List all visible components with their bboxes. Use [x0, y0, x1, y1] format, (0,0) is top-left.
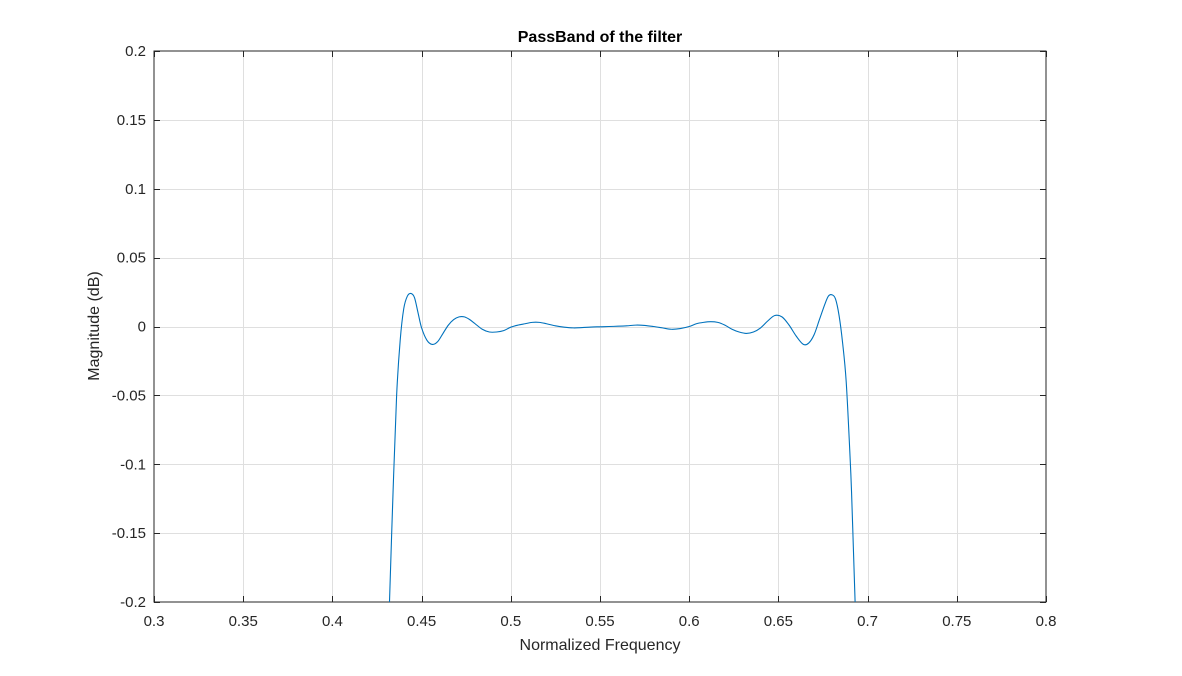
y-tick-label: -0.1	[120, 456, 146, 473]
y-tick-labels: 0.2 0.15 0.1 0.05 0 -0.05 -0.1 -0.15 -0.2	[112, 43, 146, 611]
x-tick-label: 0.7	[857, 613, 878, 630]
y-tick-label: -0.2	[120, 594, 146, 611]
series	[388, 292, 856, 603]
y-tick-label: -0.15	[112, 525, 146, 542]
ticks	[154, 51, 1047, 603]
x-tick-label: 0.6	[679, 613, 700, 630]
x-tick-label: 0.65	[764, 613, 793, 630]
x-tick-label: 0.75	[942, 613, 971, 630]
series-line	[388, 292, 856, 603]
x-axis-label: Normalized Frequency	[520, 637, 681, 654]
x-tick-label: 0.55	[585, 613, 614, 630]
x-tick-label: 0.35	[229, 613, 258, 630]
x-tick-label: 0.4	[322, 613, 343, 630]
x-tick-label: 0.45	[407, 613, 436, 630]
y-tick-label: 0	[138, 319, 146, 336]
x-tick-label: 0.8	[1036, 613, 1057, 630]
chart-title: PassBand of the filter	[518, 29, 682, 46]
y-tick-label: 0.2	[125, 43, 146, 60]
y-axis-label: Magnitude (dB)	[86, 271, 103, 380]
y-tick-label: 0.1	[125, 181, 146, 198]
y-tick-label: 0.15	[117, 112, 146, 129]
x-tick-label: 0.5	[500, 613, 521, 630]
x-tick-label: 0.3	[144, 613, 165, 630]
x-tick-labels: 0.3 0.35 0.4 0.45 0.5 0.55 0.6 0.65 0.7 0.75 0.8	[144, 613, 1057, 630]
y-tick-label: 0.05	[117, 250, 146, 267]
y-tick-label: -0.05	[112, 387, 146, 404]
